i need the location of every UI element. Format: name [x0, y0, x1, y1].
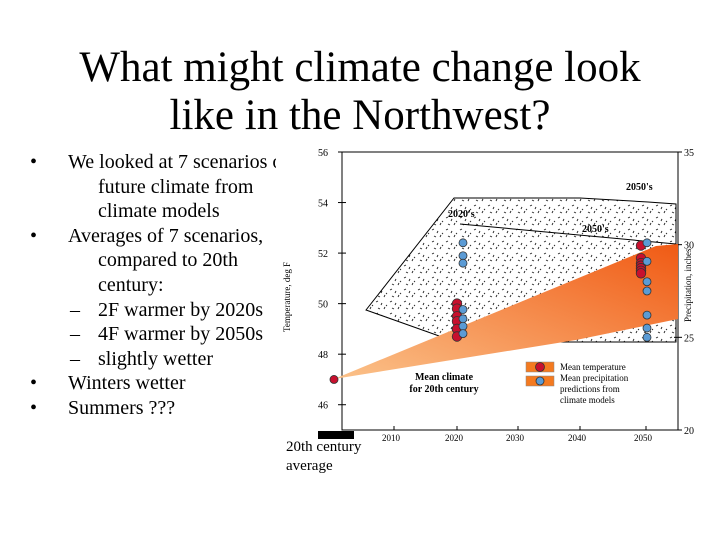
precipitation-point [458, 251, 468, 261]
y2-axis-label: Precipitation, inches [683, 248, 693, 322]
precipitation-point [458, 321, 468, 331]
bullet-list: We looked at 7 scenarios of future clima… [30, 150, 300, 421]
baseline-temperature-point [329, 375, 339, 384]
x-tick-label: 2050 [634, 433, 653, 443]
x-tick-label: 2020 [445, 433, 464, 443]
warming-band [329, 244, 678, 384]
annotation-2020s: 2020's [448, 209, 475, 220]
x-tick-label: 2030 [506, 433, 525, 443]
y-tick-label: 46 [318, 401, 328, 412]
precipitation-point [458, 238, 468, 248]
sub-bullet-item: slightly wetter [30, 347, 300, 372]
annotation-mean-climate: Mean climate for 20th century [409, 372, 478, 395]
bullet-item: Summers ??? [30, 396, 300, 421]
chart-labels: 56 54 52 50 48 46 35 30 25 20 2010 2020 2030 2040 2050… [282, 148, 694, 443]
y2-tick-label: 35 [684, 148, 694, 159]
temperature-point [635, 268, 647, 279]
precipitation-point [458, 258, 468, 268]
annotation-line: for 20th century [409, 384, 478, 395]
legend-label: Mean precipitation [560, 373, 629, 383]
y-tick-label: 52 [318, 249, 328, 260]
y2-tick-label: 25 [684, 333, 694, 344]
precipitation-point [642, 256, 652, 266]
bullet-item: We looked at 7 scenarios of future clima… [30, 150, 300, 224]
y2-tick-label: 30 [684, 241, 694, 252]
precipitation-point [642, 277, 652, 287]
title-line-2: like in the Northwest? [169, 92, 551, 139]
warming-band-area [334, 244, 678, 379]
legend-temperature-marker [535, 362, 545, 372]
precipitation-point [458, 329, 468, 339]
bullet-item: Winters wetter [30, 371, 300, 396]
precipitation-point [458, 305, 468, 314]
precipitation-point [642, 323, 652, 333]
x-tick-label: 2010 [382, 433, 401, 443]
legend-label: climate models [560, 395, 615, 405]
legend-precipitation-marker [535, 376, 545, 386]
precipitation-point [642, 238, 652, 248]
annotation-2050s-top: 2050's [626, 182, 653, 193]
y-tick-label: 50 [318, 300, 328, 311]
baseline-period-bar [318, 431, 354, 439]
precipitation-point [642, 310, 652, 320]
precipitation-point [642, 286, 652, 296]
precipitation-point [458, 314, 468, 324]
climate-projection-chart: 56 54 52 50 48 46 35 30 25 20 2010 2020 2030 2040 2050… [276, 144, 706, 444]
y2-tick-label: 20 [684, 426, 694, 437]
annotation-line: Mean climate [415, 372, 474, 383]
slide-title: What might climate change look like in t… [40, 44, 680, 140]
precipitation-point [642, 332, 652, 342]
y-tick-label: 54 [318, 199, 328, 210]
legend-label: Mean temperature [560, 362, 626, 372]
baseline-caption: 20th century average [286, 439, 362, 474]
x-tick-label: 2040 [568, 433, 587, 443]
legend-label: predictions from [560, 384, 620, 394]
y-axis-label: Temperature, deg F [282, 262, 292, 332]
sub-bullet-item: 4F warmer by 2050s [30, 322, 300, 347]
sub-bullet-item: 2F warmer by 2020s [30, 298, 300, 323]
y-tick-label: 56 [318, 148, 328, 159]
annotation-2050s: 2050's [582, 224, 609, 235]
model-points [451, 238, 652, 342]
y-tick-label: 48 [318, 350, 328, 361]
title-line-1: What might climate change look [79, 44, 641, 91]
bullet-item: Averages of 7 scenarios, compared to 20t… [30, 224, 300, 298]
